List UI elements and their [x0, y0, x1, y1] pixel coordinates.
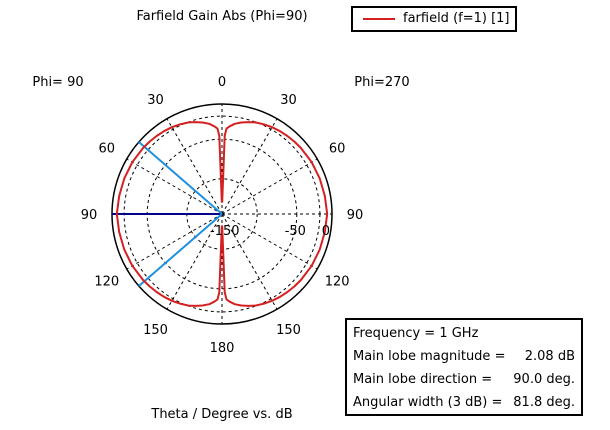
annotation-lines: [112, 141, 223, 287]
info-angular-width-value: 81.8 deg.: [513, 395, 575, 410]
angle-tick-label: 60: [99, 142, 116, 157]
angle-tick-label: 30: [147, 93, 164, 108]
series-curves: [115, 121, 329, 307]
angle-tick-label: 120: [94, 275, 119, 290]
info-box: Frequency = 1 GHz Main lobe magnitude = …: [345, 318, 583, 416]
grid-spoke-210: [166, 213, 223, 310]
angle-tick-label: 120: [325, 275, 350, 290]
radial-tick-label: -50: [285, 224, 306, 239]
right-phi-label: Phi=270: [354, 75, 409, 90]
info-main-lobe-magnitude-label: Main lobe magnitude =: [353, 349, 506, 364]
grid-spoke-30: [221, 118, 278, 215]
info-main-lobe-direction-value: 90.0 deg.: [513, 372, 575, 387]
grid-spoke-330: [166, 118, 223, 215]
3db-beamwidth-edges-line: [138, 213, 223, 287]
grid-spoke-300: [126, 158, 223, 215]
radial-tick-label: 0: [322, 224, 330, 239]
series-line: [115, 121, 329, 307]
legend-swatch: [363, 18, 395, 20]
angle-tick-label: 90: [347, 208, 364, 223]
3db-beamwidth-edges-line: [138, 141, 223, 215]
x-axis-label: Theta / Degree vs. dB: [150, 407, 292, 422]
angle-tick-label: 0: [218, 75, 226, 90]
grid-spoke-60: [221, 158, 318, 215]
angle-tick-label: 90: [81, 208, 98, 223]
info-angular-width-label: Angular width (3 dB) =: [353, 395, 503, 410]
info-main-lobe-direction-label: Main lobe direction =: [353, 372, 493, 387]
chart-title: Farfield Gain Abs (Phi=90): [136, 9, 307, 24]
angle-tick-label: 180: [210, 341, 235, 356]
radial-tick-label: -150: [210, 224, 240, 239]
left-phi-label: Phi= 90: [32, 75, 83, 90]
angle-tick-label: 30: [280, 93, 297, 108]
radial-ticks: -150 -50 0: [210, 224, 330, 239]
angle-tick-label: 150: [143, 323, 168, 338]
grid-spoke-240: [126, 213, 223, 270]
legend-label: farfield (f=1) [1]: [403, 11, 510, 26]
info-frequency: Frequency = 1 GHz: [353, 326, 479, 341]
grid-spoke-150: [221, 213, 278, 310]
legend: farfield (f=1) [1]: [351, 6, 517, 32]
grid-spoke-120: [221, 213, 318, 270]
angle-tick-label: 60: [329, 142, 346, 157]
info-main-lobe-magnitude-value: 2.08 dB: [524, 349, 575, 364]
angle-tick-label: 150: [276, 323, 301, 338]
angle-ticks: 0 30 60 90 120 150 180 150 120 90 60 30: [81, 75, 364, 356]
